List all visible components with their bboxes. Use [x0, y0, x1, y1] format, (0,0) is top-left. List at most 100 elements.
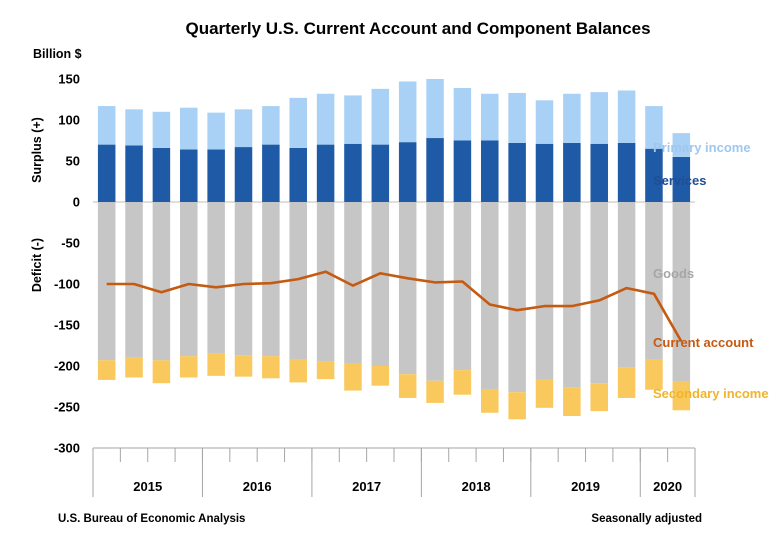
primary-income-bar — [453, 88, 472, 141]
goods-bar — [398, 202, 417, 375]
goods-bar — [207, 202, 225, 354]
surplus-label: Surplus (+) — [30, 117, 44, 183]
secondary-income-bar — [617, 367, 636, 398]
y-tick-label: -100 — [54, 277, 80, 292]
secondary-income-bar — [398, 374, 417, 398]
primary-income-bar — [535, 100, 554, 144]
goods-bar — [316, 202, 335, 362]
secondary-income-bar — [207, 353, 225, 376]
goods-bar — [617, 202, 636, 368]
chart-title: Quarterly U.S. Current Account and Compo… — [185, 19, 650, 38]
primary-income-bar — [590, 92, 608, 144]
primary-income-bar — [371, 88, 390, 145]
services-bar — [180, 149, 198, 202]
year-label: 2018 — [462, 479, 491, 494]
secondary-income-bar — [289, 359, 307, 383]
services-bar — [152, 147, 171, 202]
goods-bar — [535, 202, 554, 380]
services-bar — [316, 144, 335, 202]
legend-goods: Goods — [653, 266, 694, 281]
services-bar — [563, 142, 581, 202]
goods-bar — [426, 202, 444, 381]
goods-bar — [371, 202, 390, 366]
goods-bar — [180, 202, 198, 357]
services-bar — [262, 144, 280, 202]
y-tick-label: 150 — [58, 72, 80, 87]
year-label: 2020 — [653, 479, 682, 494]
y-tick-label: -300 — [54, 441, 80, 456]
goods-bar — [590, 202, 608, 384]
y-tick-label: -200 — [54, 359, 80, 374]
primary-income-bar — [262, 106, 280, 145]
y-tick-label: -250 — [54, 400, 80, 415]
services-bar — [234, 147, 253, 202]
goods-bar — [262, 202, 280, 357]
secondary-income-bar — [152, 360, 171, 384]
primary-income-bar — [234, 109, 253, 148]
goods-bar — [234, 202, 253, 356]
legend-current-account: Current account — [653, 335, 754, 350]
legend-secondary-income: Secondary income — [653, 386, 769, 401]
source-note: U.S. Bureau of Economic Analysis — [58, 513, 245, 525]
primary-income-bar — [207, 112, 225, 150]
y-tick-label: -150 — [54, 318, 80, 333]
services-bar — [125, 145, 143, 202]
primary-income-bar — [645, 106, 663, 149]
secondary-income-bar — [262, 356, 280, 379]
primary-income-bar — [125, 109, 143, 146]
services-bar — [672, 156, 691, 202]
secondary-income-bar — [125, 357, 143, 378]
services-bar — [645, 148, 663, 202]
goods-bar — [563, 202, 581, 388]
bar-group — [97, 79, 691, 420]
services-bar — [590, 143, 608, 202]
secondary-income-bar — [645, 359, 663, 390]
secondary-income-bar — [316, 361, 335, 380]
primary-income-bar — [398, 81, 417, 143]
primary-income-bar — [563, 93, 581, 143]
x-axis: 2015 2016 2017 2018 2019 2020 — [92, 447, 696, 497]
goods-bar — [508, 202, 526, 393]
primary-income-bar — [344, 95, 362, 144]
goods-bar — [672, 202, 691, 382]
services-bar — [398, 142, 417, 202]
services-bar — [453, 140, 472, 202]
secondary-income-bar — [344, 363, 362, 391]
year-label: 2016 — [243, 479, 272, 494]
seasonal-note: Seasonally adjusted — [591, 513, 702, 525]
goods-bar — [152, 202, 171, 361]
year-label: 2015 — [133, 479, 162, 494]
services-bar — [535, 143, 554, 202]
primary-income-bar — [152, 111, 171, 148]
goods-bar — [645, 202, 663, 360]
y-unit-label: Billion $ — [33, 47, 82, 61]
current-account-line — [106, 270, 683, 343]
y-tick-label: 0 — [73, 195, 80, 210]
deficit-label: Deficit (-) — [30, 238, 44, 292]
primary-income-bar — [426, 79, 444, 139]
secondary-income-bar — [481, 388, 499, 413]
secondary-income-bar — [508, 392, 526, 420]
services-bar — [481, 140, 499, 202]
goods-bar — [289, 202, 307, 360]
services-bar — [508, 142, 526, 202]
services-bar — [97, 144, 116, 202]
services-bar — [426, 138, 444, 202]
primary-income-bar — [316, 93, 335, 145]
services-bar — [289, 147, 307, 202]
y-tick-label: 50 — [66, 154, 80, 169]
y-tick-label: -50 — [61, 236, 80, 251]
secondary-income-bar — [535, 379, 554, 408]
secondary-income-bar — [371, 366, 390, 386]
primary-income-bar — [617, 90, 636, 143]
services-bar — [344, 143, 362, 202]
secondary-income-bar — [180, 356, 198, 378]
secondary-income-bar — [563, 387, 581, 417]
primary-income-bar — [180, 107, 198, 150]
secondary-income-bar — [426, 380, 444, 403]
secondary-income-bar — [234, 355, 253, 377]
primary-income-bar — [289, 97, 307, 148]
secondary-income-bar — [672, 381, 691, 411]
